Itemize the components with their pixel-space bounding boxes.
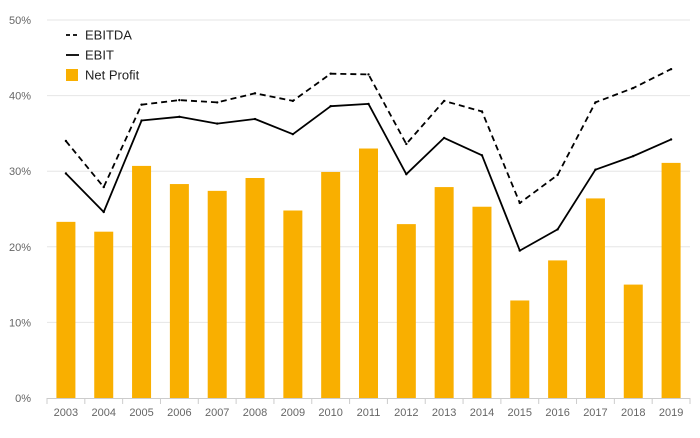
bar-net-profit-2016 — [548, 260, 568, 398]
point-ebitda-2008 — [253, 92, 257, 95]
point-ebitda-2005 — [140, 103, 143, 106]
point-ebit-2013 — [442, 136, 446, 140]
bar-net-profit-2008 — [245, 178, 265, 398]
point-ebitda-2015 — [518, 201, 521, 205]
bar-net-profit-2018 — [623, 284, 643, 398]
point-ebitda-2006 — [178, 98, 181, 102]
point-ebit-2004 — [102, 210, 105, 214]
bar-net-profit-2005 — [132, 165, 152, 398]
point-ebitda-2018 — [632, 86, 635, 90]
line-ebitda — [65, 68, 672, 204]
bar-net-profit-2009 — [283, 210, 303, 398]
point-ebitda-2012 — [405, 142, 408, 146]
x-tick-label-2012: 2012 — [394, 407, 418, 419]
x-tick-label-2014: 2014 — [470, 407, 494, 419]
legend-swatch-net-profit — [66, 69, 78, 81]
point-ebitda-2017 — [594, 101, 597, 104]
x-tick-label-2013: 2013 — [432, 407, 456, 419]
x-tick-label-2008: 2008 — [243, 407, 267, 419]
point-ebitda-2010 — [329, 72, 332, 75]
x-tick-label-2004: 2004 — [91, 407, 115, 419]
y-tick-label-50: 50% — [9, 15, 31, 27]
y-tick-label-10: 10% — [9, 317, 31, 329]
point-ebit-2011 — [367, 102, 370, 106]
x-tick-labels: 2003 2004 2005 2006 2007 2008 2009 2010 2011 2012… — [54, 407, 684, 419]
point-ebit-2012 — [405, 173, 408, 176]
point-ebit-2007 — [216, 122, 219, 125]
bar-net-profit-2006 — [169, 184, 189, 398]
legend-label-ebitda: EBITDA — [85, 28, 132, 43]
point-ebitda-2007 — [216, 101, 219, 104]
y-tick-label-40: 40% — [9, 91, 31, 103]
legend-label-net-profit: Net Profit — [85, 68, 140, 83]
point-ebitda-2016 — [556, 173, 559, 177]
x-tick-label-2019: 2019 — [659, 407, 683, 419]
y-tick-label-30: 30% — [9, 166, 31, 178]
x-tick-label-2015: 2015 — [508, 407, 532, 419]
point-ebit-2009 — [291, 132, 295, 136]
point-ebitda-2011 — [367, 73, 370, 76]
bar-net-profit-2017 — [585, 198, 605, 398]
bar-net-profit-2011 — [359, 148, 378, 398]
x-tick-label-2007: 2007 — [205, 407, 229, 419]
bar-net-profit-2014 — [472, 206, 492, 398]
point-ebit-2016 — [556, 228, 559, 231]
y-tick-label-20: 20% — [9, 242, 31, 254]
point-ebit-2003 — [64, 172, 68, 175]
net-profit-bars — [56, 148, 681, 398]
x-tick-label-2018: 2018 — [621, 407, 645, 419]
point-ebit-2019 — [669, 138, 673, 141]
line-series — [64, 67, 673, 252]
x-tick-label-2006: 2006 — [167, 407, 191, 419]
bar-net-profit-2013 — [434, 187, 454, 398]
point-ebit-2008 — [253, 117, 257, 121]
point-ebit-2006 — [178, 115, 181, 118]
point-ebitda-2004 — [102, 185, 105, 189]
bar-net-profit-2003 — [56, 221, 76, 398]
point-ebitda-2009 — [291, 99, 295, 103]
point-ebitda-2003 — [64, 139, 68, 143]
x-tick-label-2011: 2011 — [357, 407, 381, 419]
legend: EBITDA EBIT Net Profit — [66, 28, 140, 83]
point-ebit-2015 — [518, 249, 521, 252]
x-tick-label-2010: 2010 — [318, 407, 342, 419]
point-ebitda-2019 — [669, 67, 673, 71]
bar-net-profit-2019 — [661, 162, 681, 398]
point-ebit-2005 — [140, 119, 143, 122]
y-tick-labels: 0% 10% 20% 30% 40% 50% — [9, 15, 31, 405]
x-tick-label-2009: 2009 — [281, 407, 305, 419]
point-ebitda-2014 — [480, 110, 484, 113]
point-ebit-2017 — [594, 168, 597, 171]
point-ebit-2018 — [632, 154, 635, 158]
bar-net-profit-2004 — [94, 231, 114, 398]
x-tick-label-2005: 2005 — [129, 407, 153, 419]
x-tick-label-2003: 2003 — [54, 407, 78, 419]
legend-label-ebit: EBIT — [85, 48, 114, 63]
bar-net-profit-2010 — [321, 171, 341, 398]
point-ebit-2014 — [480, 154, 484, 157]
axes — [46, 398, 691, 404]
y-tick-label-0: 0% — [15, 393, 31, 405]
x-tick-label-2017: 2017 — [583, 407, 607, 419]
bar-net-profit-2015 — [510, 300, 530, 398]
point-ebit-2010 — [329, 104, 332, 108]
point-ebitda-2013 — [442, 99, 446, 103]
bar-net-profit-2012 — [396, 224, 416, 398]
bar-net-profit-2007 — [207, 190, 227, 398]
x-tick-label-2016: 2016 — [545, 407, 569, 419]
